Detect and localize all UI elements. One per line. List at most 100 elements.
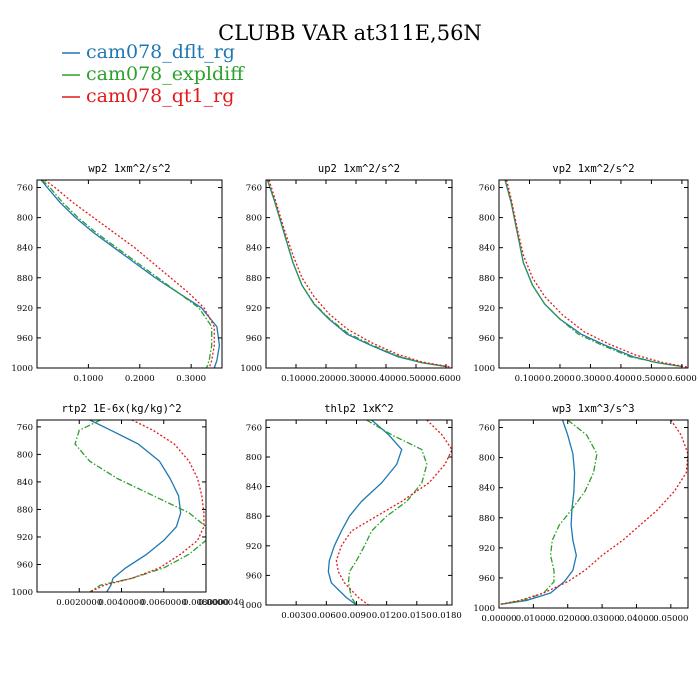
series-line-cam078_qt1_rg: [500, 420, 688, 605]
series-line-cam078_expldiff: [266, 180, 447, 368]
y-tick-label: 880: [246, 274, 262, 284]
y-tick-label: 1000: [11, 364, 33, 374]
x-tick-label: 0.5000: [401, 374, 431, 384]
x-tick-label: 0.1000: [74, 374, 104, 384]
x-tick-label: 0.0020000: [56, 598, 102, 608]
series-line-cam078_expldiff: [504, 180, 682, 368]
series-line-cam078_dflt_rg: [327, 420, 403, 605]
x-tick-label: 0.5000: [637, 374, 667, 384]
y-tick-label: 880: [479, 274, 495, 284]
plot-frame: [36, 179, 223, 369]
y-tick-label: 880: [479, 514, 495, 524]
x-tick-label: 0.0030: [281, 611, 311, 621]
y-tick-label: 920: [246, 542, 262, 552]
x-tick-label: 0.0090: [342, 611, 372, 621]
x-tick-label: 0.02000: [550, 614, 585, 624]
x-tick-label: 0.2000: [311, 374, 341, 384]
series-line-cam078_dflt_rg: [266, 180, 447, 368]
series-line-cam078_qt1_rg: [335, 420, 452, 605]
plot-frame: [265, 419, 453, 606]
x-tick-label: 0.0060: [311, 611, 341, 621]
y-tick-label: 800: [479, 454, 495, 464]
y-tick-label: 760: [246, 184, 262, 194]
series-line-cam078_expldiff: [41, 180, 213, 368]
series-line-cam078_dflt_rg: [40, 180, 221, 368]
x-tick-label: 0.3000: [341, 374, 371, 384]
y-tick-label: 840: [246, 244, 262, 254]
legend-label-cam078_qt1_rg: cam078_qt1_rg: [86, 85, 234, 107]
y-tick-label: 960: [479, 574, 495, 584]
y-tick-label: 800: [246, 214, 262, 224]
plot-frame: [265, 179, 453, 369]
y-tick-label: 1000: [473, 364, 495, 374]
panel-title: wp2 1xm^2/s^2: [88, 163, 170, 175]
y-tick-label: 760: [17, 423, 33, 433]
y-tick-label: 920: [17, 304, 33, 314]
y-tick-label: 760: [246, 423, 262, 433]
y-tick-label: 1000: [473, 604, 495, 614]
y-tick-label: 1000: [11, 588, 33, 598]
x-tick-label: 0.6000: [431, 374, 461, 384]
y-tick-label: 960: [246, 334, 262, 344]
y-tick-label: 760: [479, 424, 495, 434]
series-line-cam078_qt1_rg: [89, 420, 205, 592]
x-tick-label: 0.0000040: [198, 598, 244, 608]
chart-panel-1: wp2 1xm^2/s^2 760 800 840 880 920 960 1000 0.100…: [11, 163, 223, 384]
y-tick-label: 960: [17, 560, 33, 570]
plot-frame: [36, 419, 207, 593]
y-tick-label: 800: [17, 214, 33, 224]
x-tick-label: 0.2000: [125, 374, 155, 384]
series-line-cam078_dflt_rg: [500, 420, 577, 605]
chart-panel-4: rtp2 1E-6x(kg/kg)^2 760 800 840 880 920 960 100…: [11, 403, 244, 608]
y-tick-label: 920: [246, 304, 262, 314]
y-tick-label: 800: [17, 450, 33, 460]
panel-title: wp3 1xm^3/s^3: [552, 403, 634, 415]
x-tick-label: 0.01000: [516, 614, 551, 624]
y-tick-label: 960: [479, 334, 495, 344]
y-tick-label: 920: [479, 544, 495, 554]
plot-frame: [498, 179, 689, 369]
chart-panel-2: up2 1xm^2/s^2 760 800 840 880 920 960 1000 0.100…: [240, 163, 461, 384]
x-tick-label: 0.0040000: [99, 598, 145, 608]
legend: cam078_dflt_rgcam078_expldiffcam078_qt1_…: [62, 41, 245, 107]
x-tick-label: 0.0080000: [183, 598, 229, 608]
series-line-cam078_expldiff: [500, 420, 598, 605]
x-tick-label: 0.2000: [545, 374, 575, 384]
x-tick-label: 0.3000: [576, 374, 606, 384]
y-tick-label: 760: [479, 184, 495, 194]
x-tick-label: 0.05000: [653, 614, 688, 624]
x-tick-label: 0.0120: [372, 611, 402, 621]
chart-panel-6: wp3 1xm^3/s^3 760 800 840 880 920 960 10000.000…: [473, 403, 689, 624]
y-tick-label: 840: [17, 478, 33, 488]
chart-panel-3: vp2 1xm^2/s^2 760 800 840 880 920 960 1000 0.100…: [473, 163, 696, 384]
x-tick-label: 0.00000: [481, 614, 516, 624]
y-tick-label: 840: [246, 483, 262, 493]
x-tick-label: 0.0150: [402, 611, 432, 621]
x-tick-label: 0.04000: [619, 614, 654, 624]
x-tick-label: 0.0180: [432, 611, 462, 621]
y-tick-label: 800: [246, 453, 262, 463]
y-tick-label: 840: [479, 484, 495, 494]
x-tick-label: 0.3000: [176, 374, 206, 384]
x-tick-label: 0.1000: [281, 374, 311, 384]
series-line-cam078_dflt_rg: [504, 180, 682, 368]
x-tick-label: 0.6000: [667, 374, 697, 384]
legend-label-cam078_expldiff: cam078_expldiff: [86, 63, 245, 85]
series-line-cam078_qt1_rg: [505, 180, 688, 368]
y-tick-label: 920: [17, 533, 33, 543]
panels: wp2 1xm^2/s^2 760 800 840 880 920 960 1000 0.100…: [11, 163, 696, 624]
y-tick-label: 880: [17, 274, 33, 284]
panel-title: up2 1xm^2/s^2: [318, 163, 400, 175]
series-line-cam078_dflt_rg: [89, 420, 182, 592]
y-tick-label: 920: [479, 304, 495, 314]
y-tick-label: 840: [17, 244, 33, 254]
plot-frame: [498, 419, 689, 609]
y-tick-label: 880: [17, 505, 33, 515]
panel-title: vp2 1xm^2/s^2: [552, 163, 634, 175]
panel-title: thlp2 1xK^2: [324, 403, 394, 415]
y-tick-label: 760: [17, 184, 33, 194]
y-tick-label: 1000: [240, 601, 262, 611]
x-tick-label: 0.03000: [585, 614, 620, 624]
y-tick-label: 880: [246, 512, 262, 522]
